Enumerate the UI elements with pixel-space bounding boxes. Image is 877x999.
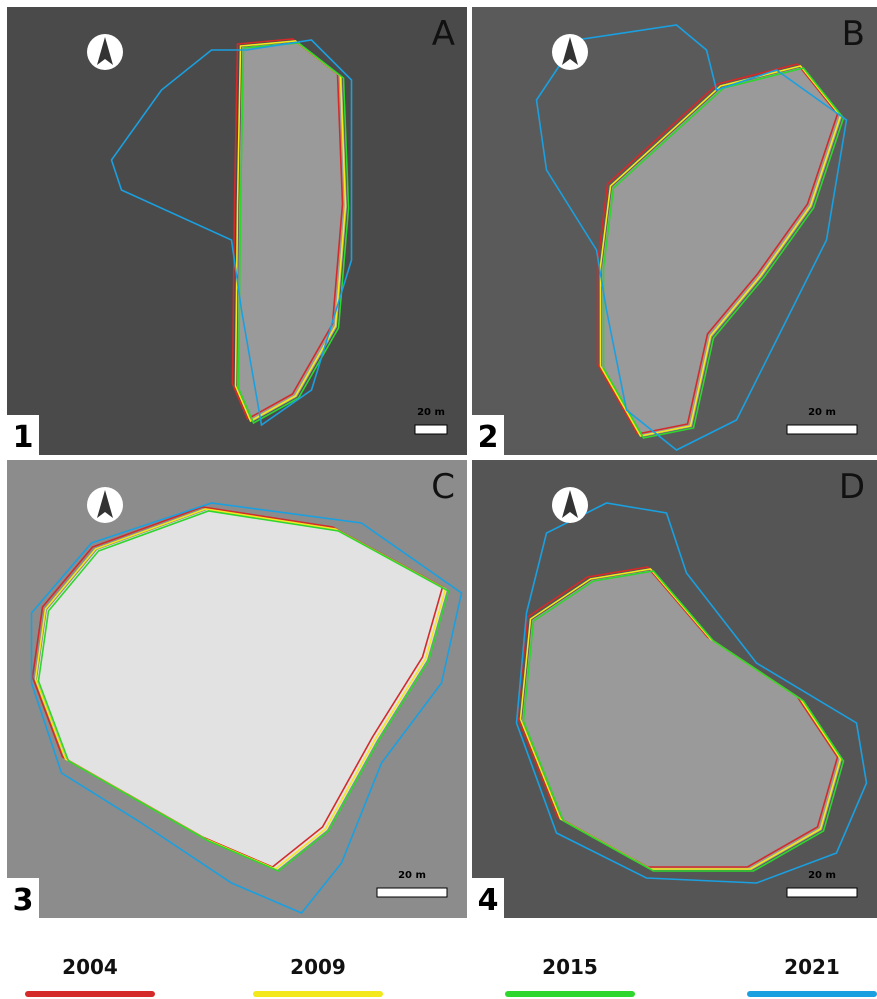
image-panel: D 4 20 m <box>472 460 877 918</box>
image-panel: B 2 20 m <box>472 7 877 455</box>
scale-bar <box>377 888 447 897</box>
legend-label: 2009 <box>290 955 346 979</box>
legend-label: 2015 <box>542 955 598 979</box>
scale-bar <box>787 425 857 434</box>
panel-number: 2 <box>478 420 499 455</box>
panel-number: 3 <box>13 883 34 918</box>
scale-bar <box>415 425 447 434</box>
panel-number: 1 <box>13 420 34 455</box>
figure: A 1 20 m B 2 20 m C 3 20 m D 4 20 m 2004 2009 2015 2021 <box>0 0 877 999</box>
scale-label: 20 m <box>808 870 836 881</box>
panel-letter: C <box>431 467 455 507</box>
image-panel: C 3 20 m <box>7 460 467 918</box>
legend-label: 2004 <box>62 955 118 979</box>
scale-bar <box>787 888 857 897</box>
panel-letter: D <box>839 467 865 507</box>
panel-letter: A <box>432 14 455 54</box>
scale-label: 20 m <box>808 407 836 418</box>
image-panel: A 1 20 m <box>7 7 467 455</box>
scale-label: 20 m <box>417 407 445 418</box>
legend-label: 2021 <box>784 955 840 979</box>
scale-label: 20 m <box>398 870 426 881</box>
panel-number: 4 <box>478 883 499 918</box>
panel-letter: B <box>842 14 865 54</box>
